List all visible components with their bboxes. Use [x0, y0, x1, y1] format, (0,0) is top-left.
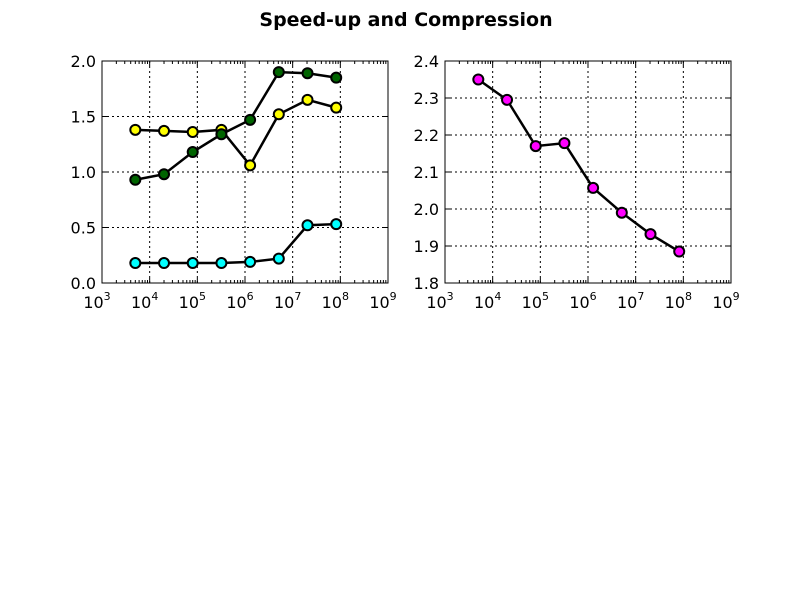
data-point — [330, 71, 343, 84]
data-point — [186, 146, 199, 159]
data-point — [272, 108, 285, 121]
data-point — [186, 257, 199, 270]
y-tick-label: 2.0 — [71, 52, 96, 71]
x-tick-label: 105 — [522, 290, 549, 312]
x-tick-label: 104 — [131, 290, 158, 312]
data-point — [186, 126, 199, 139]
data-point — [301, 67, 314, 80]
x-tick-label: 103 — [83, 290, 110, 312]
x-tick-label: 109 — [369, 290, 396, 312]
figure-title: Speed-up and Compression — [259, 9, 553, 31]
data-point — [158, 257, 171, 270]
x-tick-label: 107 — [274, 290, 301, 312]
y-tick-label: 2.0 — [414, 200, 439, 219]
y-tick-label: 2.4 — [414, 52, 439, 71]
data-point — [158, 168, 171, 181]
x-tick-label: 105 — [179, 290, 206, 312]
x-tick-label: 103 — [426, 290, 453, 312]
data-point — [272, 252, 285, 265]
subplot-2: 103 104 105 106 107 108 109 1.8 1.9 2.0 2.1 2.2 2.3 2… — [414, 52, 740, 312]
data-point — [301, 219, 314, 232]
x-tick-label: 109 — [712, 290, 739, 312]
y-tick-label: 1.8 — [414, 274, 439, 293]
x-tick-label: 107 — [617, 290, 644, 312]
y-tick-label: 1.9 — [414, 237, 439, 256]
subplot-1: 103 104 105 106 107 108 109 0.0 0.5 1.0 1.5 2.0 — [71, 52, 397, 312]
data-point — [330, 218, 343, 231]
data-point — [215, 257, 228, 270]
y-tick-label: 1.5 — [71, 108, 96, 127]
data-point — [330, 101, 343, 114]
data-point — [615, 206, 628, 219]
x-tick-label: 106 — [569, 290, 596, 312]
y-tick-label: 0.5 — [71, 219, 96, 238]
x-tick-label: 104 — [474, 290, 501, 312]
data-point — [244, 113, 257, 126]
data-point — [673, 245, 686, 258]
x-tick-label: 106 — [226, 290, 253, 312]
data-point — [215, 128, 228, 141]
data-point — [129, 123, 142, 136]
x-tick-label: 108 — [665, 290, 692, 312]
data-point — [129, 257, 142, 270]
data-point — [501, 93, 514, 106]
data-point — [301, 93, 314, 106]
data-point — [158, 124, 171, 137]
data-point — [244, 159, 257, 172]
data-point — [472, 73, 485, 86]
y-tick-label: 2.3 — [414, 89, 439, 108]
data-point — [244, 255, 257, 268]
y-tick-label: 0.0 — [71, 274, 96, 293]
data-point — [644, 228, 657, 241]
data-point — [129, 173, 142, 186]
data-point — [587, 181, 600, 194]
x-tick-label: 108 — [322, 290, 349, 312]
data-point — [272, 66, 285, 79]
data-point — [529, 140, 542, 153]
y-tick-label: 1.0 — [71, 163, 96, 182]
y-tick-label: 2.2 — [414, 126, 439, 145]
y-tick-label: 2.1 — [414, 163, 439, 182]
data-point — [558, 137, 571, 150]
